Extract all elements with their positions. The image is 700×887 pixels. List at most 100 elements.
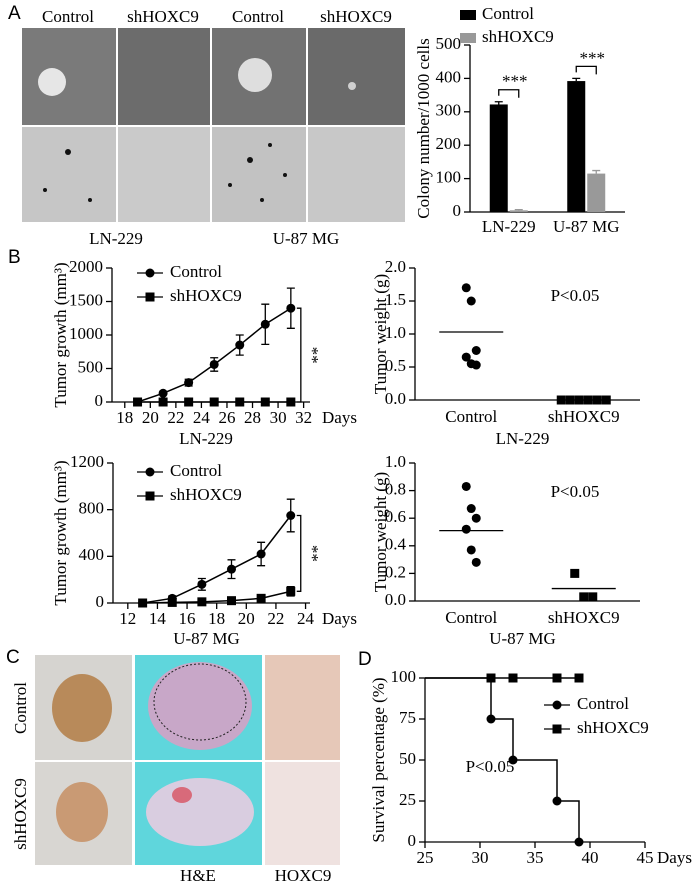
y-tick-label: 400 xyxy=(79,545,105,564)
marker xyxy=(145,268,155,278)
marker xyxy=(158,388,168,398)
tissue xyxy=(148,662,252,750)
x-tick-label: 24 xyxy=(297,609,315,628)
legend-swatch xyxy=(460,10,476,20)
y-tick-label: 1.0 xyxy=(385,323,406,342)
x-tick-label: 24 xyxy=(193,408,211,427)
marker xyxy=(461,481,471,491)
chart-caption: LN-229 xyxy=(179,429,233,448)
marker xyxy=(574,837,584,847)
column-label: shHOXC9 xyxy=(127,7,199,26)
y-tick-label: 0 xyxy=(96,592,105,611)
y-tick-label: 500 xyxy=(436,34,462,53)
significance-label: ** xyxy=(303,347,322,364)
x-tick-label: 32 xyxy=(295,408,312,427)
marker xyxy=(579,592,589,602)
image xyxy=(308,127,405,222)
marker xyxy=(583,395,593,405)
image xyxy=(212,127,306,222)
x-tick-label: 14 xyxy=(149,609,167,628)
y-tick-label: 25 xyxy=(399,790,416,809)
legend-label: shHOXC9 xyxy=(170,485,242,504)
image xyxy=(118,127,210,222)
legend-label: shHOXC9 xyxy=(482,27,554,46)
legend-label: Control xyxy=(577,694,629,713)
marker xyxy=(574,395,584,405)
marker xyxy=(556,395,566,405)
significance-bracket xyxy=(498,89,520,98)
series-line xyxy=(142,590,291,604)
marker xyxy=(209,397,219,407)
colony xyxy=(43,188,47,192)
bar xyxy=(509,210,528,212)
x-tick-label: U-87 MG xyxy=(553,217,620,236)
x-tick-label: 45 xyxy=(637,848,654,867)
y-tick-label: 0.0 xyxy=(385,389,406,408)
marker xyxy=(260,397,270,407)
panel-label: D xyxy=(358,649,372,670)
marker xyxy=(256,593,266,603)
y-tick-label: 2000 xyxy=(69,257,103,276)
colony xyxy=(228,183,232,187)
marker xyxy=(466,545,476,555)
tumor-outline xyxy=(153,663,247,741)
y-tick-label: 300 xyxy=(436,101,462,120)
x-tick-label: LN-229 xyxy=(482,217,536,236)
x-tick-label: Control xyxy=(445,407,497,426)
marker xyxy=(471,360,481,370)
marker xyxy=(184,378,194,388)
legend-label: Control xyxy=(170,262,222,281)
image xyxy=(265,762,340,865)
image xyxy=(265,655,340,760)
marker xyxy=(466,296,476,306)
legend-swatch xyxy=(460,33,476,43)
marker xyxy=(588,592,598,602)
step-segment xyxy=(557,800,580,842)
brain xyxy=(56,782,108,842)
chart-caption: U-87 MG xyxy=(173,629,240,648)
x-tick-label: 30 xyxy=(472,848,489,867)
marker xyxy=(461,283,471,293)
marker xyxy=(197,597,207,607)
marker xyxy=(461,524,471,534)
marker xyxy=(466,504,476,514)
x-tick-label: shHOXC9 xyxy=(548,608,620,627)
marker xyxy=(565,395,575,405)
y-tick-label: 0 xyxy=(95,391,104,410)
bar xyxy=(587,173,606,212)
error-bar xyxy=(494,101,503,105)
y-tick-label: 2.0 xyxy=(385,257,406,276)
image xyxy=(22,28,116,125)
colony-images: Control shHOXC9 Control shHOXC9 LN-229 U… xyxy=(22,7,405,248)
column-label: Control xyxy=(42,7,94,26)
image xyxy=(308,28,405,125)
marker xyxy=(235,340,245,350)
significance-label: *** xyxy=(502,72,528,91)
marker xyxy=(601,395,611,405)
stain-label: HOXC9 xyxy=(275,866,332,885)
x-tick-label: 20 xyxy=(142,408,159,427)
significance-bracket xyxy=(296,514,302,592)
annotation: P<0.05 xyxy=(551,286,600,305)
tissue xyxy=(146,778,254,846)
legend-label: Control xyxy=(482,4,534,23)
step-segment xyxy=(491,718,514,760)
marker xyxy=(167,597,177,607)
y-tick-label: 75 xyxy=(399,708,416,727)
image xyxy=(22,127,116,222)
marker xyxy=(260,319,270,329)
error-bar xyxy=(572,77,581,82)
x-tick-label: 18 xyxy=(208,609,225,628)
x-tick-label: shHOXC9 xyxy=(548,407,620,426)
y-tick-label: 100 xyxy=(391,667,417,686)
y-tick-label: 800 xyxy=(79,499,105,518)
colony xyxy=(65,149,71,155)
marker xyxy=(197,579,207,589)
y-tick-label: 1200 xyxy=(70,452,104,471)
marker xyxy=(145,467,155,477)
x-tick-label: 40 xyxy=(582,848,599,867)
panel-label: B xyxy=(8,247,21,268)
error-bar xyxy=(592,169,601,174)
marker xyxy=(226,596,236,606)
